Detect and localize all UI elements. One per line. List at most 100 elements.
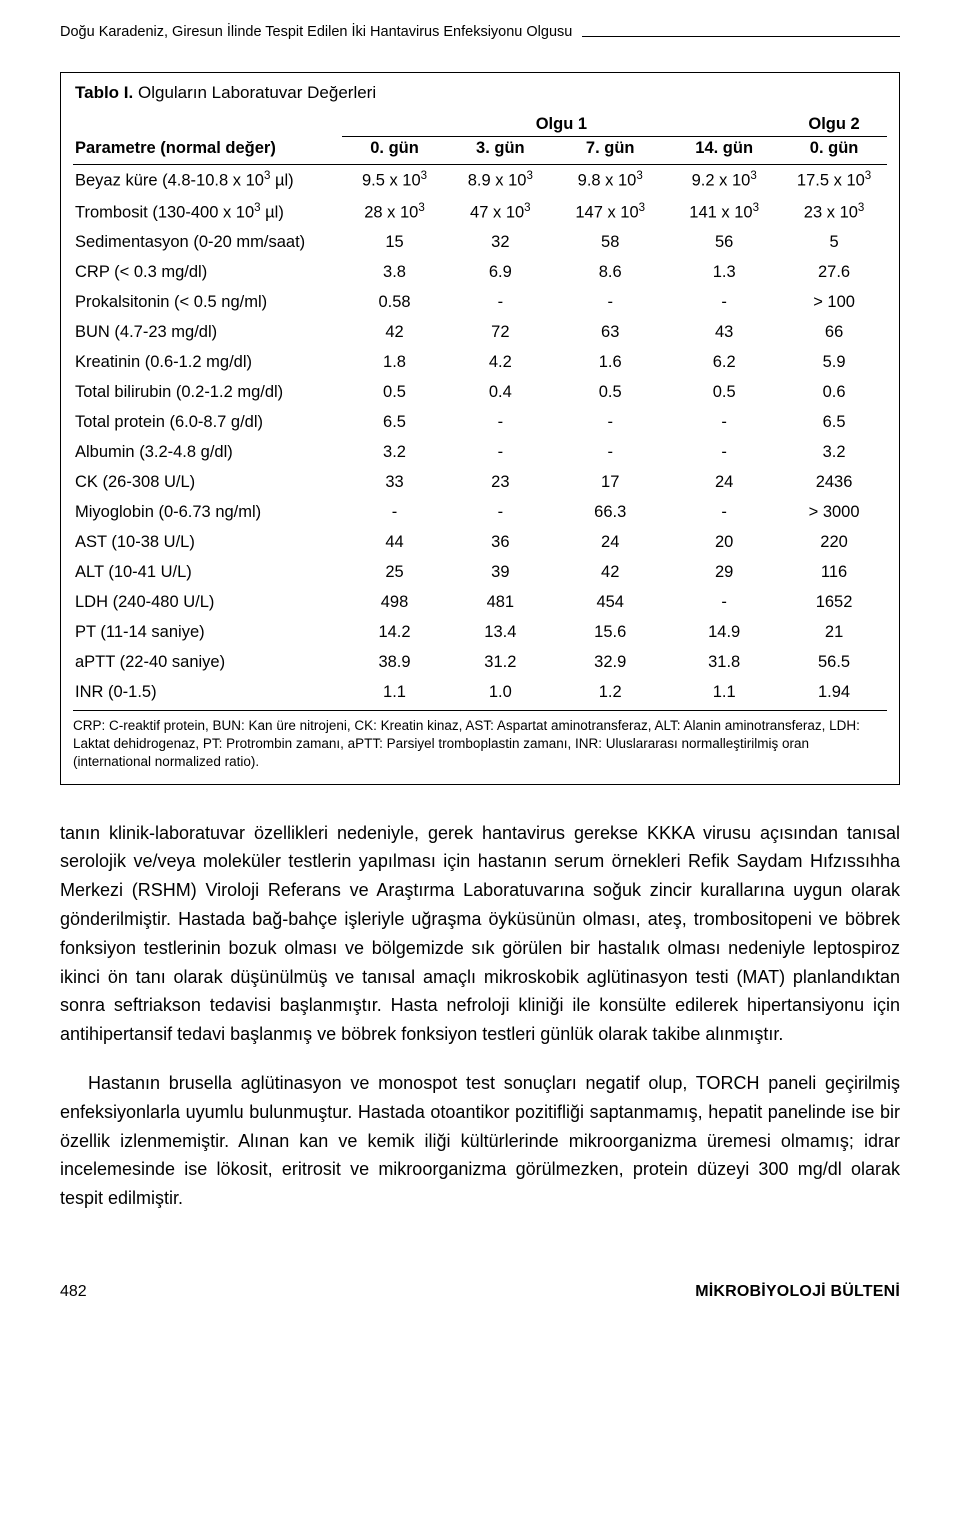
value-cell: 63 bbox=[553, 318, 667, 348]
param-cell: Trombosit (130-400 x 103 µl) bbox=[73, 196, 342, 228]
value-cell: - bbox=[447, 498, 553, 528]
value-cell: 481 bbox=[447, 588, 553, 618]
value-cell: 0.5 bbox=[342, 378, 448, 408]
page-number: 482 bbox=[60, 1283, 87, 1301]
param-cell: AST (10-38 U/L) bbox=[73, 528, 342, 558]
value-cell: 141 x 103 bbox=[667, 196, 781, 228]
value-cell: 5 bbox=[781, 228, 887, 258]
value-cell: 17.5 x 103 bbox=[781, 164, 887, 196]
value-cell: 0.6 bbox=[781, 378, 887, 408]
value-cell: 4.2 bbox=[447, 348, 553, 378]
col-header-day3: 3. gün bbox=[447, 136, 553, 164]
param-cell: Prokalsitonin (< 0.5 ng/ml) bbox=[73, 288, 342, 318]
value-cell: 66 bbox=[781, 318, 887, 348]
value-cell: 32.9 bbox=[553, 648, 667, 678]
value-cell: 9.5 x 103 bbox=[342, 164, 448, 196]
value-cell: 39 bbox=[447, 558, 553, 588]
value-cell: 14.2 bbox=[342, 618, 448, 648]
param-cell: ALT (10-41 U/L) bbox=[73, 558, 342, 588]
value-cell: 13.4 bbox=[447, 618, 553, 648]
value-cell: 47 x 103 bbox=[447, 196, 553, 228]
lab-values-table-box: Tablo I. Olguların Laboratuvar Değerleri… bbox=[60, 72, 900, 785]
param-cell: Beyaz küre (4.8-10.8 x 103 µl) bbox=[73, 164, 342, 196]
table-body: Beyaz küre (4.8-10.8 x 103 µl)9.5 x 1038… bbox=[73, 164, 887, 711]
table-row: BUN (4.7-23 mg/dl)4272634366 bbox=[73, 318, 887, 348]
param-cell: Kreatinin (0.6-1.2 mg/dl) bbox=[73, 348, 342, 378]
value-cell: 116 bbox=[781, 558, 887, 588]
value-cell: 1.0 bbox=[447, 678, 553, 711]
col-header-day0b: 0. gün bbox=[781, 136, 887, 164]
value-cell: - bbox=[667, 438, 781, 468]
value-cell: 27.6 bbox=[781, 258, 887, 288]
value-cell: 3.2 bbox=[781, 438, 887, 468]
body-paragraph-1: tanın klinik-laboratuvar özellikleri ned… bbox=[60, 819, 900, 1049]
table-row: LDH (240-480 U/L)498481454-1652 bbox=[73, 588, 887, 618]
table-group-header-row: Olgu 1 Olgu 2 bbox=[73, 109, 887, 136]
value-cell: - bbox=[667, 288, 781, 318]
value-cell: 1652 bbox=[781, 588, 887, 618]
table-row: Trombosit (130-400 x 103 µl)28 x 10347 x… bbox=[73, 196, 887, 228]
table-column-header-row: Parametre (normal değer) 0. gün 3. gün 7… bbox=[73, 136, 887, 164]
value-cell: - bbox=[447, 408, 553, 438]
value-cell: 0.5 bbox=[553, 378, 667, 408]
value-cell: 220 bbox=[781, 528, 887, 558]
value-cell: 24 bbox=[667, 468, 781, 498]
table-row: Beyaz küre (4.8-10.8 x 103 µl)9.5 x 1038… bbox=[73, 164, 887, 196]
param-cell: Albumin (3.2-4.8 g/dl) bbox=[73, 438, 342, 468]
value-cell: 1.8 bbox=[342, 348, 448, 378]
value-cell: 1.3 bbox=[667, 258, 781, 288]
value-cell: 31.8 bbox=[667, 648, 781, 678]
col-header-day7: 7. gün bbox=[553, 136, 667, 164]
param-cell: PT (11-14 saniye) bbox=[73, 618, 342, 648]
param-cell: LDH (240-480 U/L) bbox=[73, 588, 342, 618]
value-cell: - bbox=[553, 438, 667, 468]
value-cell: - bbox=[553, 408, 667, 438]
param-cell: CK (26-308 U/L) bbox=[73, 468, 342, 498]
col-header-day0a: 0. gün bbox=[342, 136, 448, 164]
table-row: Miyoglobin (0-6.73 ng/ml)--66.3-> 3000 bbox=[73, 498, 887, 528]
value-cell: 42 bbox=[342, 318, 448, 348]
table-row: Kreatinin (0.6-1.2 mg/dl)1.84.21.66.25.9 bbox=[73, 348, 887, 378]
value-cell: - bbox=[342, 498, 448, 528]
value-cell: 9.8 x 103 bbox=[553, 164, 667, 196]
value-cell: 15.6 bbox=[553, 618, 667, 648]
param-cell: Miyoglobin (0-6.73 ng/ml) bbox=[73, 498, 342, 528]
table-row: PT (11-14 saniye)14.213.415.614.921 bbox=[73, 618, 887, 648]
value-cell: 42 bbox=[553, 558, 667, 588]
value-cell: 38.9 bbox=[342, 648, 448, 678]
running-head-rule bbox=[582, 36, 900, 37]
value-cell: 6.5 bbox=[342, 408, 448, 438]
table-row: Sedimentasyon (0-20 mm/saat)153258565 bbox=[73, 228, 887, 258]
value-cell: 0.58 bbox=[342, 288, 448, 318]
value-cell: 2436 bbox=[781, 468, 887, 498]
value-cell: - bbox=[553, 288, 667, 318]
table-row: Prokalsitonin (< 0.5 ng/ml)0.58---> 100 bbox=[73, 288, 887, 318]
value-cell: 6.2 bbox=[667, 348, 781, 378]
value-cell: 1.94 bbox=[781, 678, 887, 711]
value-cell: 6.5 bbox=[781, 408, 887, 438]
value-cell: 0.4 bbox=[447, 378, 553, 408]
value-cell: 0.5 bbox=[667, 378, 781, 408]
value-cell: 20 bbox=[667, 528, 781, 558]
param-cell: aPTT (22-40 saniye) bbox=[73, 648, 342, 678]
table-title: Tablo I. Olguların Laboratuvar Değerleri bbox=[75, 83, 887, 103]
value-cell: 28 x 103 bbox=[342, 196, 448, 228]
value-cell: - bbox=[667, 408, 781, 438]
value-cell: 36 bbox=[447, 528, 553, 558]
value-cell: 66.3 bbox=[553, 498, 667, 528]
col-header-day14: 14. gün bbox=[667, 136, 781, 164]
value-cell: 8.9 x 103 bbox=[447, 164, 553, 196]
value-cell: 44 bbox=[342, 528, 448, 558]
param-cell: Sedimentasyon (0-20 mm/saat) bbox=[73, 228, 342, 258]
param-cell: Total protein (6.0-8.7 g/dl) bbox=[73, 408, 342, 438]
table-row: aPTT (22-40 saniye)38.931.232.931.856.5 bbox=[73, 648, 887, 678]
table-footnote: CRP: C-reaktif protein, BUN: Kan üre nit… bbox=[73, 711, 887, 772]
param-cell: CRP (< 0.3 mg/dl) bbox=[73, 258, 342, 288]
value-cell: 32 bbox=[447, 228, 553, 258]
page-footer: 482 MİKROBİYOLOJİ BÜLTENİ bbox=[60, 1283, 900, 1301]
value-cell: 31.2 bbox=[447, 648, 553, 678]
value-cell: 8.6 bbox=[553, 258, 667, 288]
value-cell: 25 bbox=[342, 558, 448, 588]
body-paragraph-2: Hastanın brusella aglütinasyon ve monosp… bbox=[60, 1069, 900, 1213]
page: Doğu Karadeniz, Giresun İlinde Tespit Ed… bbox=[0, 0, 960, 1537]
